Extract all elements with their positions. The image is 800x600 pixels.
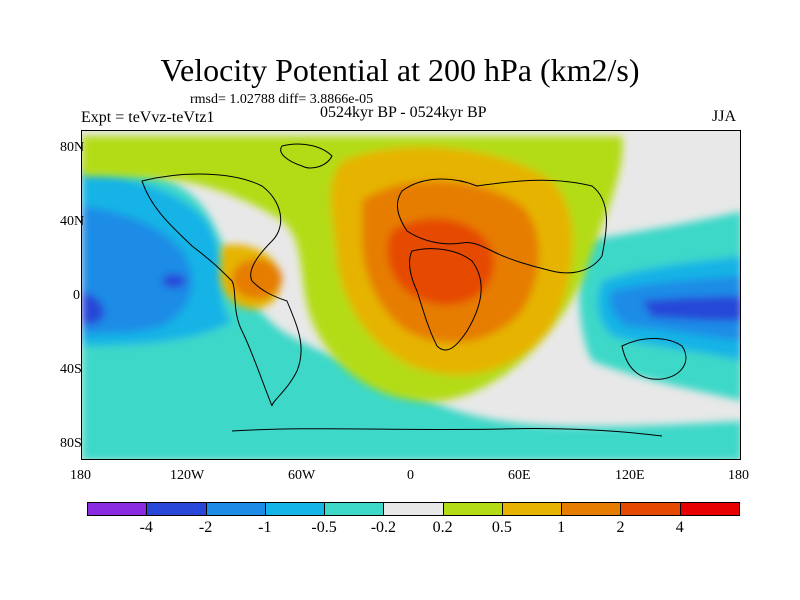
lat-label-40s: 40S [60, 362, 82, 377]
lon-label-0: 0 [407, 468, 414, 483]
colorbar-label: 4 [675, 519, 684, 536]
lat-label-40n: 40N [60, 214, 85, 229]
colorbar-label: -2 [198, 519, 213, 536]
cool-field-group [82, 168, 740, 459]
colorbar-label: 2 [616, 519, 625, 536]
colorbar-swatch [383, 502, 444, 516]
colorbar-swatch [205, 502, 266, 516]
season-label: JJA [712, 108, 737, 125]
lon-label-60w: 60W [288, 468, 316, 483]
colorbar-swatch [501, 502, 563, 516]
lat-label-0: 0 [73, 288, 80, 303]
colorbar-swatch [561, 502, 622, 516]
map-title: Velocity Potential at 200 hPa (km2/s) [160, 52, 640, 88]
lon-label-180e: 180 [728, 468, 749, 483]
velocity-potential-map [82, 131, 740, 459]
lat-label-80s: 80S [60, 436, 82, 451]
colorbar-label: 0.2 [432, 519, 453, 536]
colorbar-swatch [620, 502, 681, 516]
lon-label-60e: 60E [508, 468, 531, 483]
colorbar-label: 0.5 [491, 519, 512, 536]
lon-label-180w: 180 [70, 468, 91, 483]
lon-label-120w: 120W [170, 468, 205, 483]
colorbar-label: -0.5 [311, 519, 337, 536]
period-label: 0524kyr BP - 0524kyr BP [320, 104, 487, 121]
colorbar-swatch [442, 502, 503, 516]
colorbar-swatch [87, 502, 148, 516]
colorbar-swatch [146, 502, 207, 516]
map-panel [81, 130, 741, 460]
colorbar [87, 502, 740, 516]
warm-field-group [82, 136, 623, 402]
stats-text: rmsd= 1.02788 diff= 3.8866e-05 [190, 92, 374, 107]
colorbar-label: -4 [139, 519, 153, 536]
colorbar-label: -0.2 [370, 519, 397, 536]
colorbar-label: -1 [258, 519, 272, 536]
colorbar-label: 1 [557, 519, 566, 536]
colorbar-swatch [324, 502, 385, 516]
colorbar-swatch [264, 502, 326, 516]
lon-label-120e: 120E [615, 468, 645, 483]
colorbar-swatch [679, 502, 740, 516]
lat-label-80n: 80N [60, 140, 85, 155]
coastlines [141, 143, 687, 437]
experiment-label: Expt = teVvz-teVtz1 [81, 109, 215, 126]
